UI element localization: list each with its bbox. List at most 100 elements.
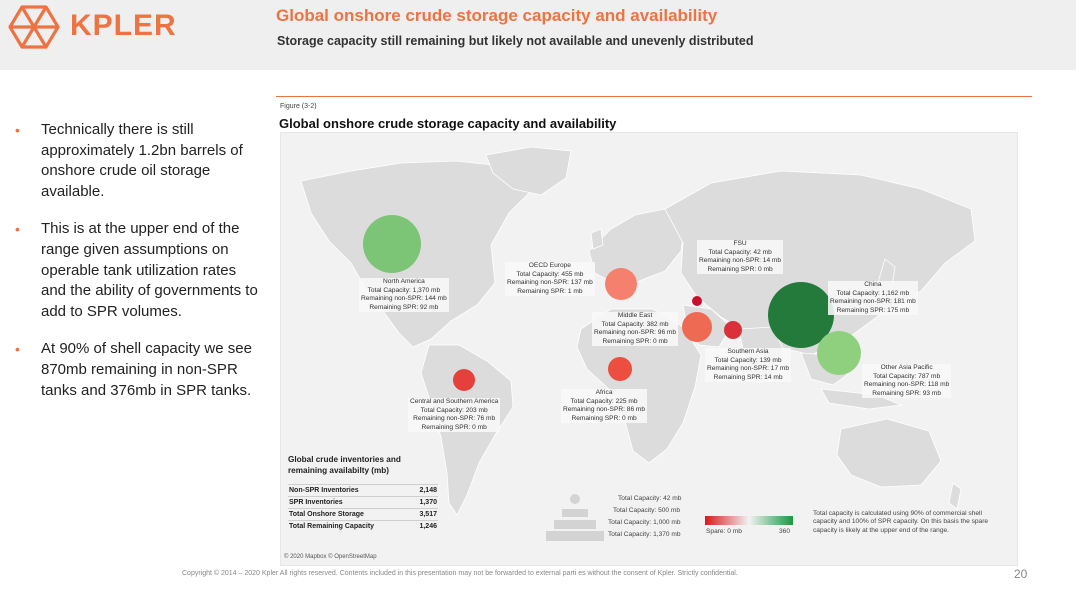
color-legend-gradient	[705, 516, 793, 525]
land-australia	[836, 418, 942, 488]
table-row: Non-SPR Inventories 2,148	[288, 484, 438, 497]
size-legend-label: Total Capacity: 42 mb	[618, 495, 682, 502]
region-label-china: China Total Capacity: 1,162 mb Remaining…	[828, 281, 918, 316]
bubble-china	[768, 282, 834, 348]
land-new-zealand	[948, 482, 962, 510]
inventory-table-title: Global crude inventories and remaining a…	[288, 455, 401, 475]
region-label-southern-asia: Southern Asia Total Capacity: 139 mb Rem…	[705, 348, 792, 383]
region-non-spr: Remaining non-SPR: 14 mb	[699, 257, 782, 265]
region-spr: Remaining SPR: 0 mb	[571, 414, 637, 422]
page-subtitle: Storage capacity still remaining but lik…	[277, 34, 754, 48]
table-row: Total Onshore Storage 3,517	[288, 508, 438, 521]
bubble-central-southern-america	[453, 369, 475, 391]
region-name: Central and Southern America	[410, 398, 499, 405]
size-legend-1000	[554, 520, 596, 529]
bubble-southern-asia	[724, 321, 742, 339]
table-cell-label: SPR Inventories	[288, 496, 411, 509]
color-legend-max: 360	[779, 528, 791, 535]
region-total: Total Capacity: 225 mb	[570, 397, 638, 405]
title-divider	[276, 96, 1032, 97]
bullet-dot-icon: •	[15, 122, 20, 138]
region-total: Total Capacity: 203 mb	[420, 406, 488, 414]
region-name: Southern Asia	[727, 348, 769, 355]
region-non-spr: Remaining non-SPR: 181 mb	[830, 298, 916, 306]
inventory-table: Non-SPR Inventories 2,148 SPR Inventorie…	[288, 484, 438, 533]
region-label-other-asia-pacific: Other Asia Pacific Total Capacity: 787 m…	[862, 364, 952, 399]
table-cell-value: 3,517	[410, 508, 438, 521]
region-non-spr: Remaining non-SPR: 144 mb	[361, 295, 447, 303]
region-spr: Remaining SPR: 14 mb	[713, 373, 783, 381]
region-spr: Remaining SPR: 92 mb	[369, 303, 439, 311]
region-name: Middle East	[617, 312, 653, 319]
region-label-fsu: FSU Total Capacity: 42 mb Remaining non-…	[697, 240, 784, 275]
size-legend-42	[570, 494, 580, 504]
size-legend-label: Total Capacity: 1,000 mb	[608, 519, 681, 526]
color-legend-bar	[705, 516, 793, 525]
header-band	[0, 0, 1076, 70]
region-non-spr: Remaining non-SPR: 17 mb	[707, 365, 790, 373]
region-label-north-america: North America Total Capacity: 1,370 mb R…	[359, 278, 449, 313]
region-spr: Remaining SPR: 0 mb	[421, 423, 487, 431]
region-name: Other Asia Pacific	[880, 364, 933, 371]
table-cell-value: 1,370	[410, 496, 438, 509]
bullet-item: • At 90% of shell capacity we see 870mb r…	[14, 339, 264, 401]
size-legend-bubbles	[546, 494, 604, 541]
region-name: FSU	[733, 240, 747, 247]
bubble-other-asia-pacific	[817, 331, 861, 375]
table-cell-label: Total Onshore Storage	[288, 508, 411, 521]
region-spr: Remaining SPR: 0 mb	[707, 265, 773, 273]
figure-title: Global onshore crude storage capacity an…	[279, 116, 617, 131]
size-legend-1370	[546, 531, 604, 541]
map-attribution: © 2020 Mapbox © OpenStreetMap	[284, 554, 377, 560]
methodology-note: Total capacity is calculated using 90% o…	[813, 510, 989, 534]
region-spr: Remaining SPR: 1 mb	[517, 287, 583, 295]
region-label-africa: Africa Total Capacity: 225 mb Remaining …	[561, 389, 648, 424]
land-greenland	[485, 146, 572, 196]
region-total: Total Capacity: 42 mb	[708, 248, 772, 256]
bubble-africa	[608, 357, 632, 381]
table-cell-value: 2,148	[410, 484, 438, 497]
bubble-fsu	[692, 296, 702, 306]
table-row: SPR Inventories 1,370	[288, 496, 438, 509]
bullet-text: Technically there is still approximately…	[41, 121, 243, 200]
region-spr: Remaining SPR: 175 mb	[836, 306, 910, 314]
region-spr: Remaining SPR: 0 mb	[602, 337, 668, 345]
region-non-spr: Remaining non-SPR: 137 mb	[507, 279, 593, 287]
bubble-north-america	[363, 215, 421, 273]
region-total: Total Capacity: 1,370 mb	[367, 286, 441, 294]
region-total: Total Capacity: 1,162 mb	[836, 289, 910, 297]
bubble-oecd-europe	[605, 268, 637, 300]
region-total: Total Capacity: 382 mb	[601, 320, 669, 328]
region-non-spr: Remaining non-SPR: 76 mb	[413, 415, 496, 423]
region-name: China	[864, 281, 882, 288]
region-total: Total Capacity: 455 mb	[516, 270, 584, 278]
region-name: OECD Europe	[528, 262, 571, 269]
color-legend-min: Spare: 0 mb	[706, 528, 742, 535]
size-legend-label: Total Capacity: 1,370 mb	[608, 531, 681, 538]
bullet-text: This is at the upper end of the range gi…	[41, 220, 258, 320]
bullet-list: • Technically there is still approximatel…	[14, 120, 264, 418]
brand-logo-text: KPLER	[70, 9, 177, 42]
region-name: Africa	[595, 389, 613, 396]
land-uk	[590, 228, 604, 250]
region-spr: Remaining SPR: 93 mb	[872, 389, 942, 397]
capacity-bubbles	[363, 215, 861, 391]
region-total: Total Capacity: 787 mb	[873, 372, 941, 380]
bullet-item: • This is at the upper end of the range g…	[14, 219, 264, 322]
bullet-text: At 90% of shell capacity we see 870mb re…	[41, 340, 252, 399]
page-number: 20	[1014, 567, 1028, 581]
region-label-central-southern-america: Central and Southern America Total Capac…	[408, 398, 501, 433]
bullet-dot-icon: •	[15, 221, 20, 238]
size-legend-label: Total Capacity: 500 mb	[613, 507, 681, 514]
region-label-oecd-europe: OECD Europe Total Capacity: 455 mb Remai…	[505, 262, 595, 297]
table-cell-value: 1,246	[410, 520, 438, 533]
footer-copyright: Copyright © 2014 – 2020 Kpler All rights…	[182, 570, 738, 577]
page-title: Global onshore crude storage capacity an…	[276, 6, 718, 25]
region-non-spr: Remaining non-SPR: 86 mb	[563, 406, 646, 414]
figure-label: Figure (3-2)	[280, 103, 317, 110]
bullet-item: • Technically there is still approximatel…	[14, 120, 264, 202]
table-cell-label: Non-SPR Inventories	[288, 484, 411, 497]
size-legend-500	[562, 509, 588, 517]
region-total: Total Capacity: 139 mb	[714, 356, 782, 364]
kpler-logo-icon	[8, 5, 60, 49]
